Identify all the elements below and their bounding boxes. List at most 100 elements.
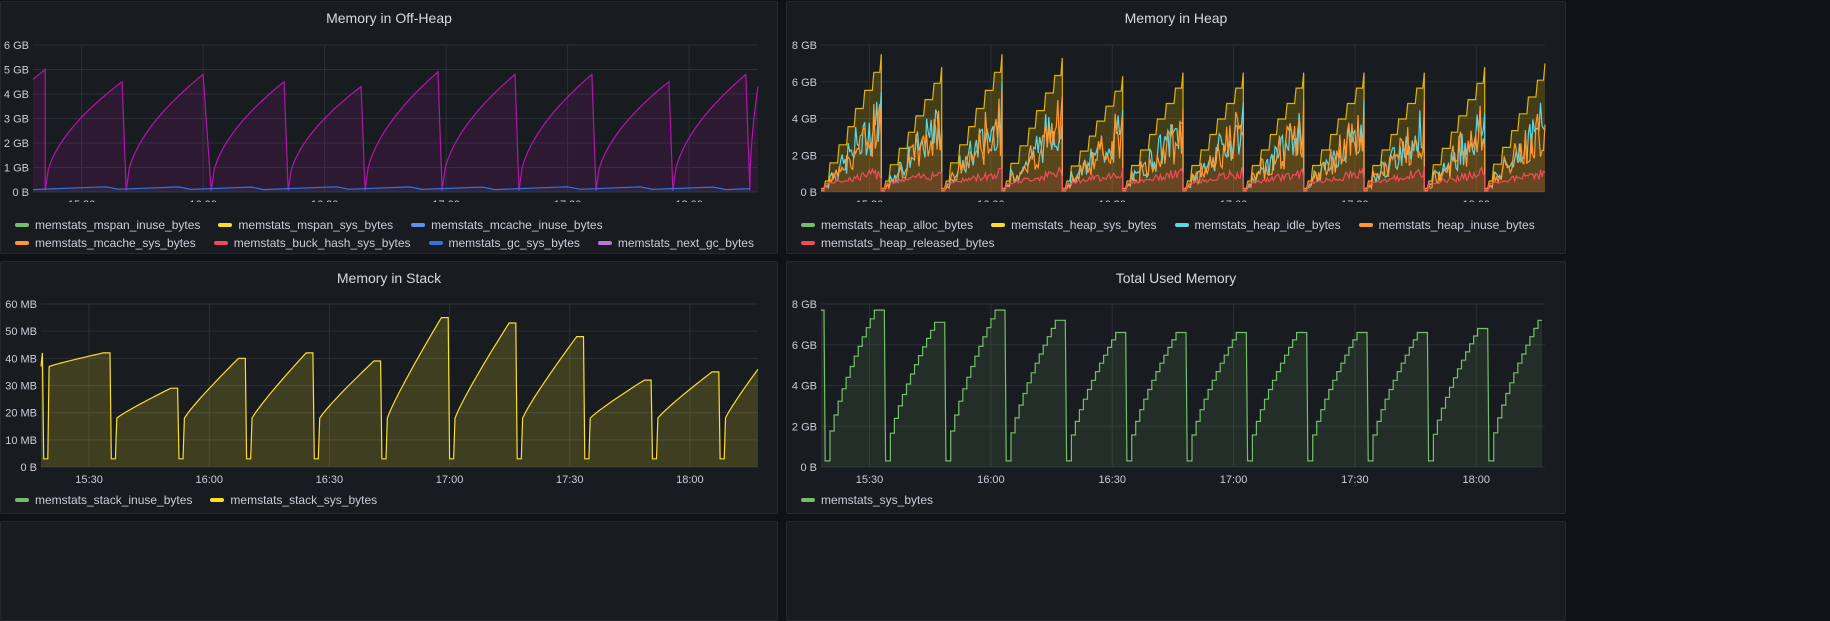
- panel-next-row-right: [786, 521, 1566, 621]
- panel-total-used-memory[interactable]: Total Used Memory 0 B 2 GB 4 GB 6 GB 8 GB 15:…: [786, 261, 1566, 514]
- legend-swatch: [1358, 223, 1373, 227]
- y-tick-label: 2 GB: [792, 150, 817, 162]
- y-tick-label: 1 GB: [4, 163, 29, 175]
- legend-item[interactable]: memstats_stack_inuse_bytes: [15, 493, 192, 507]
- stack-chart[interactable]: 0 B 10 MB 20 MB 30 MB 40 MB 50 MB 60 MB 15:30 16…: [1, 262, 778, 484]
- series-stack-sys-line: [40, 317, 759, 460]
- y-tick-label: 8 GB: [792, 299, 817, 311]
- legend-item[interactable]: memstats_stack_sys_bytes: [210, 493, 377, 507]
- y-tick-label: 3 GB: [4, 114, 29, 126]
- x-tick-label: 15:30: [856, 199, 884, 202]
- panel-next-row-left: [0, 521, 778, 621]
- x-tick-label: 16:00: [195, 474, 223, 484]
- y-tick-label: 4 GB: [4, 89, 29, 101]
- legend-label: memstats_mspan_sys_bytes: [238, 218, 394, 232]
- legend-item[interactable]: memstats_next_gc_bytes: [597, 236, 754, 250]
- y-tick-label: 0 B: [12, 187, 29, 199]
- legend-swatch: [801, 223, 815, 227]
- legend-item[interactable]: memstats_mcache_inuse_bytes: [411, 218, 603, 232]
- y-tick-label: 60 MB: [5, 299, 37, 311]
- series-sys-bytes-line: [821, 309, 1542, 462]
- y-tick-label: 0 B: [800, 462, 817, 474]
- legend-swatch: [428, 241, 443, 245]
- legend-item[interactable]: memstats_sys_bytes: [801, 493, 933, 507]
- x-tick-label: 16:30: [1098, 474, 1126, 484]
- panel-title: Memory in Stack: [336, 270, 442, 286]
- panel-title: Memory in Heap: [1124, 10, 1228, 26]
- y-tick-label: 4 GB: [792, 381, 817, 393]
- legend-item[interactable]: memstats_heap_released_bytes: [801, 236, 994, 250]
- x-tick-label: 16:30: [1098, 199, 1126, 202]
- legend-label: memstats_heap_sys_bytes: [1011, 218, 1157, 232]
- x-tick-label: 17:30: [556, 474, 584, 484]
- x-tick-label: 16:30: [311, 199, 339, 202]
- legend-label: memstats_sys_bytes: [821, 493, 934, 507]
- legend-label: memstats_mcache_inuse_bytes: [431, 218, 603, 232]
- legend-label: memstats_mspan_inuse_bytes: [35, 218, 201, 232]
- x-tick-label: 15:30: [68, 199, 96, 202]
- panel-memory-stack[interactable]: Memory in Stack 0 B 10 MB 20 MB 30 MB 40 MB 5…: [0, 261, 778, 514]
- series-gc-sys-line: [32, 186, 750, 191]
- legend-swatch: [991, 223, 1006, 227]
- legend-label: memstats_heap_idle_bytes: [1194, 218, 1341, 232]
- legend-label: memstats_heap_alloc_bytes: [821, 218, 974, 232]
- legend-item[interactable]: memstats_heap_idle_bytes: [1174, 218, 1341, 232]
- x-tick-label: 17:30: [1341, 474, 1369, 484]
- legend-item[interactable]: memstats_gc_sys_bytes: [428, 236, 580, 250]
- series-heap-released-line: [821, 165, 1546, 192]
- legend-item[interactable]: memstats_buck_hash_sys_bytes: [213, 236, 411, 250]
- x-tick-label: 18:00: [675, 199, 703, 202]
- legend-item[interactable]: memstats_heap_inuse_bytes: [1358, 218, 1535, 232]
- legend-item[interactable]: memstats_mspan_inuse_bytes: [15, 218, 200, 232]
- y-tick-label: 10 MB: [5, 435, 37, 447]
- legend-item[interactable]: memstats_mspan_sys_bytes: [218, 218, 393, 232]
- legend-swatch: [15, 498, 29, 502]
- x-tick-label: 16:00: [977, 474, 1005, 484]
- panel-memory-offheap[interactable]: Memory in Off-Heap 0 B 1 GB 2 GB 3 GB 4 GB 5 …: [0, 1, 778, 254]
- x-tick-label: 16:00: [977, 199, 1005, 202]
- heap-chart[interactable]: 0 B 2 GB 4 GB 6 GB 8 GB 15:30 16:00 16:30 17:00 1…: [787, 2, 1566, 202]
- legend-swatch: [210, 498, 225, 502]
- legend-label: memstats_heap_inuse_bytes: [1378, 218, 1535, 232]
- y-tick-label: 6 GB: [4, 40, 29, 52]
- legend-label: memstats_next_gc_bytes: [617, 236, 754, 250]
- stack-legend: memstats_stack_inuse_bytes memstats_stack…: [15, 493, 763, 507]
- x-tick-label: 17:30: [554, 199, 582, 202]
- y-tick-label: 8 GB: [792, 40, 817, 52]
- x-tick-label: 15:30: [75, 474, 103, 484]
- panel-title: Total Used Memory: [1115, 270, 1237, 286]
- total-legend: memstats_sys_bytes: [801, 493, 1551, 507]
- legend-item[interactable]: memstats_heap_alloc_bytes: [801, 218, 973, 232]
- legend-swatch: [1174, 223, 1189, 227]
- legend-item[interactable]: memstats_heap_sys_bytes: [991, 218, 1157, 232]
- legend-label: memstats_mcache_sys_bytes: [35, 236, 196, 250]
- legend-item[interactable]: memstats_mcache_sys_bytes: [15, 236, 196, 250]
- x-tick-label: 17:00: [432, 199, 460, 202]
- right-gutter: [1570, 0, 1830, 612]
- y-tick-label: 50 MB: [5, 326, 37, 338]
- total-chart[interactable]: 0 B 2 GB 4 GB 6 GB 8 GB 15:30 16:00 16:30 17:00 1…: [787, 262, 1566, 484]
- y-tick-label: 30 MB: [5, 381, 37, 393]
- y-tick-label: 40 MB: [5, 353, 37, 365]
- x-tick-label: 17:00: [1220, 474, 1248, 484]
- series-gc-sys-area: [33, 186, 750, 192]
- series-sys-bytes-area: [821, 310, 1542, 467]
- y-tick-label: 20 MB: [5, 408, 37, 420]
- legend-swatch: [218, 223, 233, 227]
- x-tick-label: 17:30: [1341, 199, 1369, 202]
- series-next-gc-area: [33, 69, 758, 192]
- legend-swatch: [801, 498, 815, 502]
- legend-label: memstats_gc_sys_bytes: [448, 236, 580, 250]
- legend-swatch: [15, 241, 29, 245]
- legend-label: memstats_stack_inuse_bytes: [35, 493, 193, 507]
- y-tick-label: 2 GB: [4, 138, 29, 150]
- x-tick-label: 17:00: [436, 474, 464, 484]
- y-tick-label: 4 GB: [792, 114, 817, 126]
- offheap-legend: memstats_mspan_inuse_bytes memstats_mspan…: [15, 218, 763, 250]
- offheap-chart[interactable]: 0 B 1 GB 2 GB 3 GB 4 GB 5 GB 6 GB 15:30 16:00 16:…: [1, 2, 778, 202]
- panel-memory-heap[interactable]: Memory in Heap 0 B 2 GB 4 GB 6 GB 8 GB 15:30 1…: [786, 1, 1566, 254]
- y-tick-label: 6 GB: [792, 77, 817, 89]
- legend-label: memstats_heap_released_bytes: [821, 236, 995, 250]
- legend-swatch: [801, 241, 815, 245]
- heap-legend: memstats_heap_alloc_bytes memstats_heap_s…: [801, 218, 1551, 250]
